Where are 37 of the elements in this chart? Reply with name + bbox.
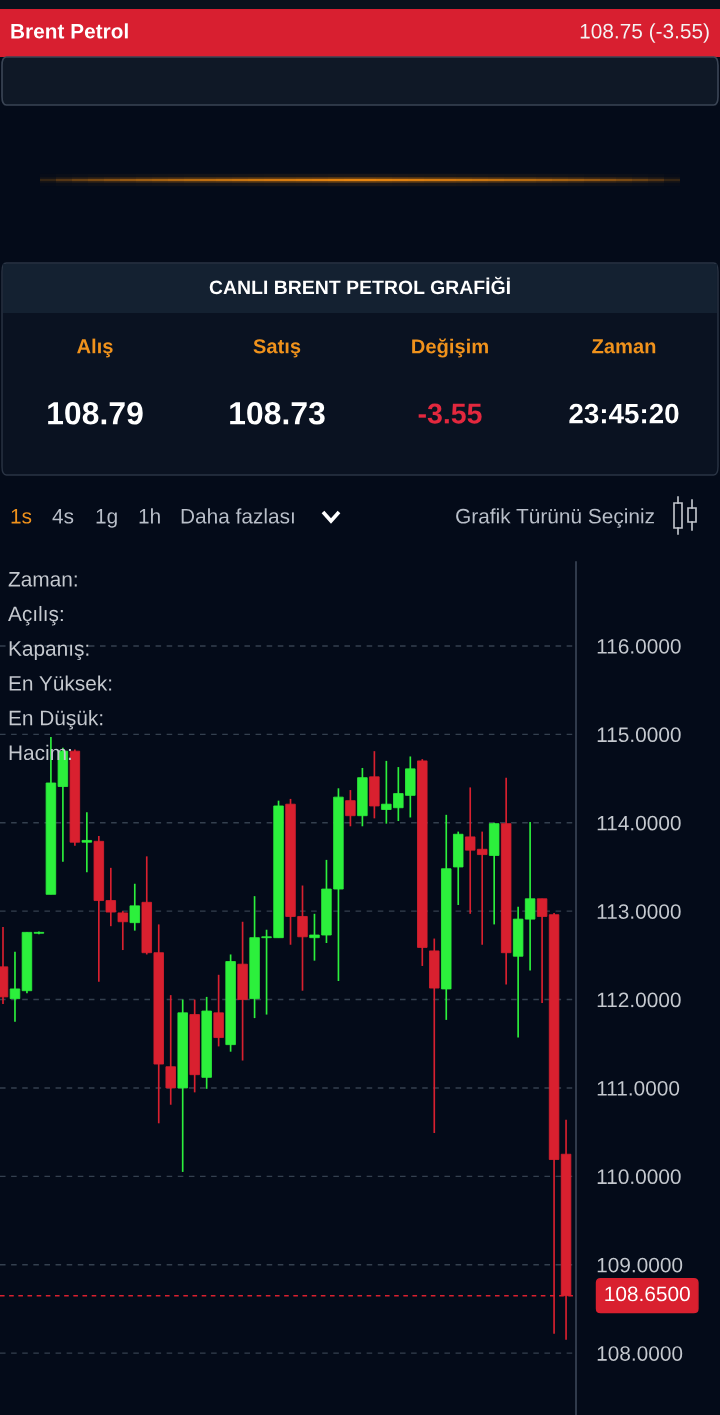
text: 108.79 xyxy=(48,401,143,425)
text: -3.55 xyxy=(418,403,482,424)
text: Alış xyxy=(77,338,113,358)
text: Zaman xyxy=(592,339,656,354)
text: Grafik Türünü Seçiniz xyxy=(456,508,654,528)
candlestick xyxy=(9,950,21,1023)
y-tick-label: 114.0000 xyxy=(597,815,681,831)
candlestick xyxy=(345,789,356,828)
text: 4s xyxy=(52,509,74,524)
annotation: En Yüksek: xyxy=(9,675,112,691)
text: 108.75 (-3.55) xyxy=(580,23,709,43)
y-tick-label: 113.0000 xyxy=(597,904,681,919)
y-tick-label: 109.0000 xyxy=(597,1257,683,1273)
text: Değişim xyxy=(412,338,488,358)
y-tick-label: 110.0000 xyxy=(597,1169,681,1185)
annotation: En Düşük: xyxy=(9,710,103,730)
text: 1h xyxy=(139,508,160,524)
candlestick xyxy=(129,882,140,932)
text: 1g xyxy=(96,509,117,528)
y-tick-label: 115.0000 xyxy=(597,727,681,743)
chart-title: CANLI BRENT PETROL GRAFİĞİ xyxy=(209,276,510,295)
annotation: Açılış: xyxy=(8,605,63,626)
ref-line-label: 108.6500 xyxy=(605,1286,690,1302)
text: 1s xyxy=(11,509,32,524)
text: Satış xyxy=(253,339,301,358)
text: 108.73 xyxy=(230,401,325,425)
annotation: Kapanış: xyxy=(9,641,89,661)
text: 23:45:20 xyxy=(569,403,679,424)
y-tick-label: 108.0000 xyxy=(597,1346,683,1361)
y-tick-label: 116.0000 xyxy=(597,638,681,654)
text: Daha fazlası xyxy=(181,508,294,524)
y-tick-label: 111.0000 xyxy=(597,1080,680,1096)
annotation: Zaman: xyxy=(8,572,77,587)
candlestick xyxy=(165,994,176,1106)
text: Brent Petrol xyxy=(11,23,128,39)
y-tick-label: 112.0000 xyxy=(597,992,681,1008)
candlestick xyxy=(81,811,93,874)
